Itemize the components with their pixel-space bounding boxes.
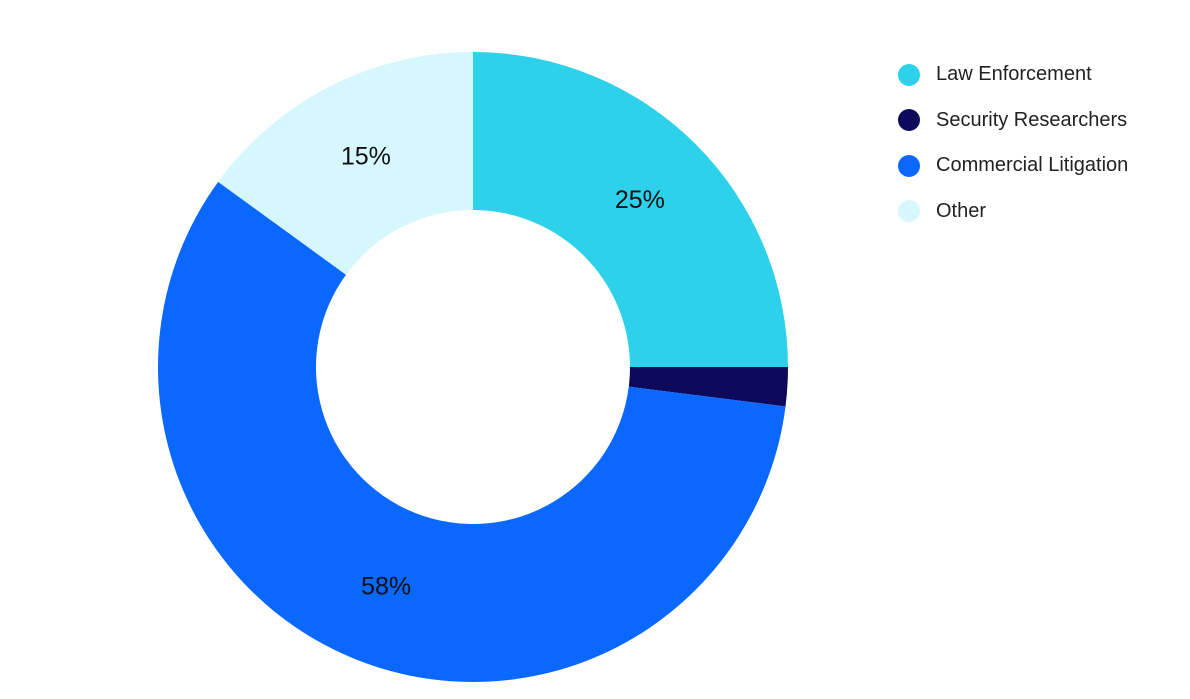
legend-swatch	[898, 154, 920, 177]
legend-swatch	[898, 109, 920, 132]
data-label: 25%	[615, 186, 665, 214]
legend-swatch	[898, 200, 920, 223]
donut-slice-commercial-litigation	[157, 181, 786, 683]
legend-label: Other	[936, 199, 987, 222]
legend-label: Law Enforcement	[936, 63, 1092, 86]
legend-label: Security Researchers	[936, 108, 1128, 131]
legend: Law Enforcement Security Researchers Com…	[898, 52, 1128, 234]
donut-slice-law-enforcement	[473, 52, 788, 367]
donut-slice-security-researchers	[628, 367, 788, 407]
legend-item-law-enforcement: Law Enforcement	[898, 52, 1128, 98]
donut-slice-other	[218, 52, 473, 275]
data-label: 15%	[341, 143, 391, 171]
data-label: 58%	[361, 572, 411, 600]
legend-item-other: Other	[898, 189, 1128, 235]
legend-swatch	[898, 63, 920, 86]
legend-item-commercial-litigation: Commercial Litigation	[898, 143, 1128, 189]
legend-label: Commercial Litigation	[936, 154, 1129, 177]
legend-item-security-researchers: Security Researchers	[898, 98, 1128, 144]
